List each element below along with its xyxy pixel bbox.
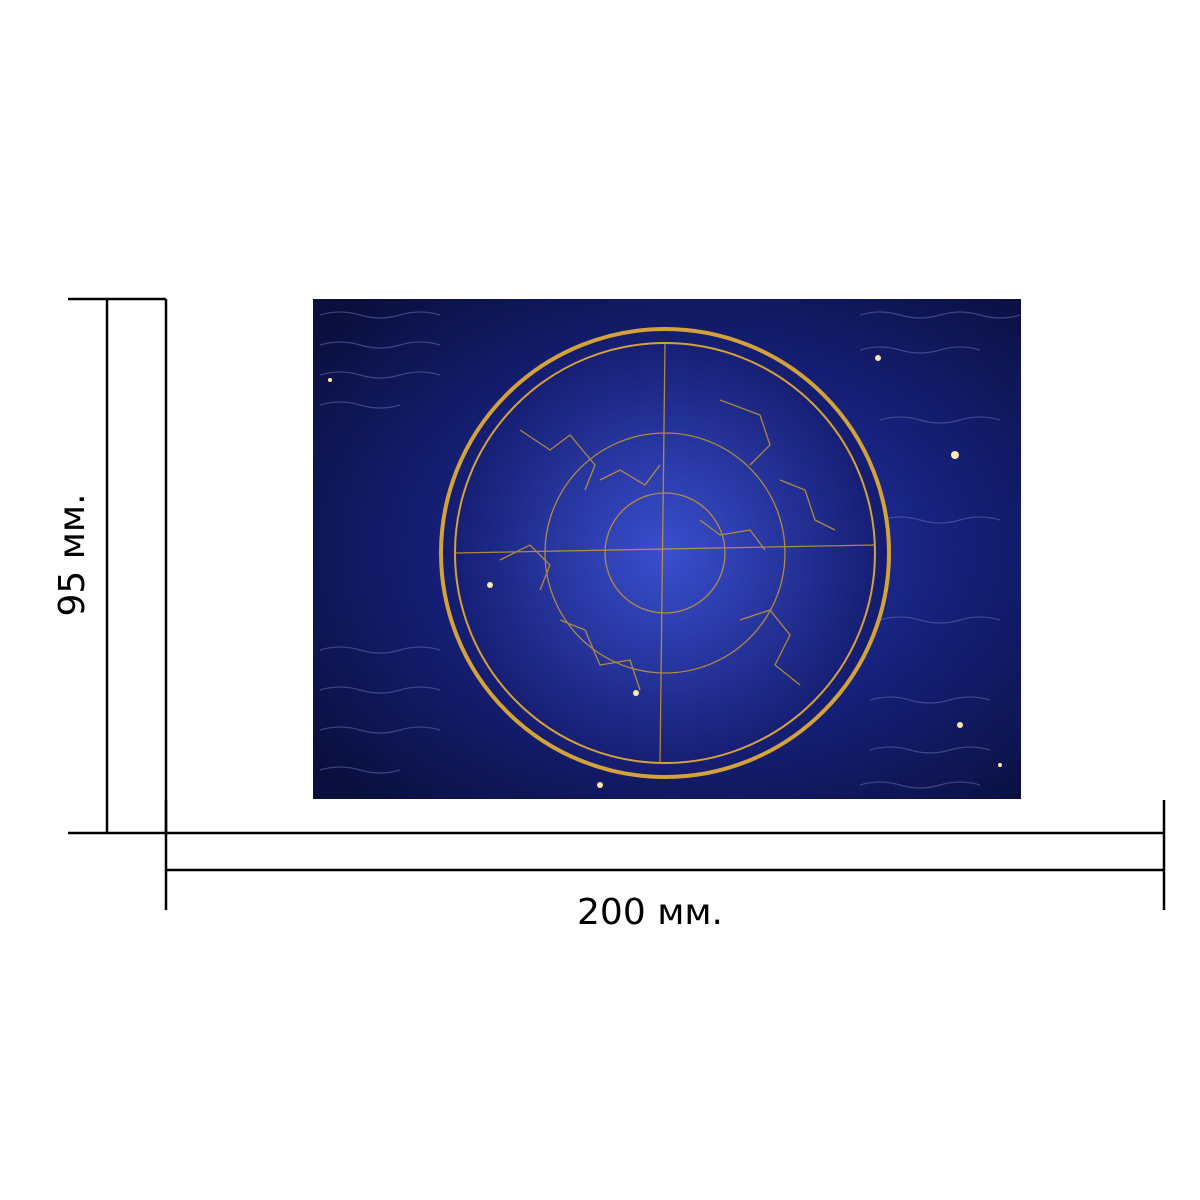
height-label: 95 мм. <box>52 493 93 616</box>
height-dimension: 95 мм. <box>52 297 168 835</box>
product-image <box>313 299 1021 799</box>
width-label: 200 мм. <box>577 892 723 933</box>
width-dimension: 200 мм. <box>164 800 1166 933</box>
